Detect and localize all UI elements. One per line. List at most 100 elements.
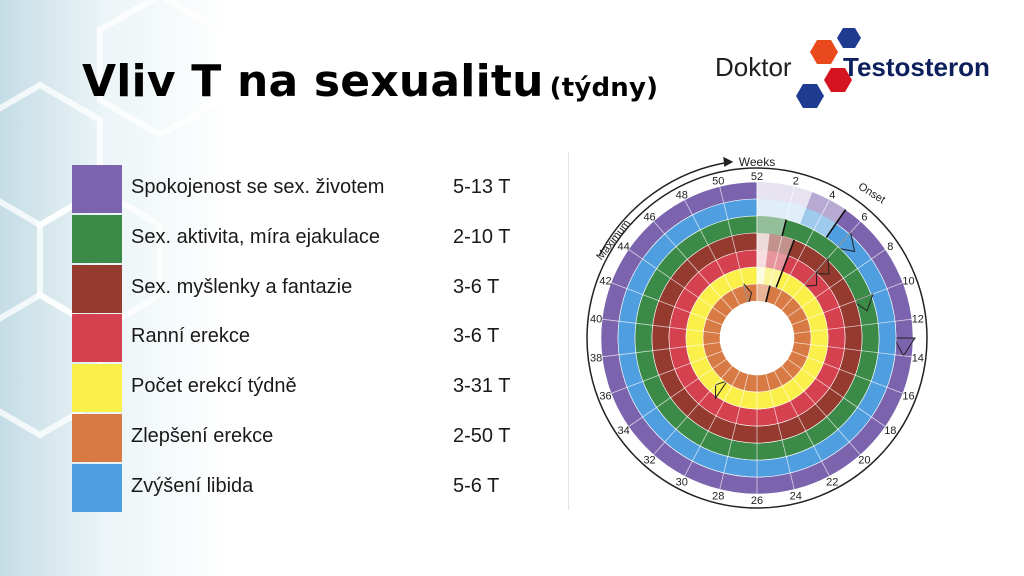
week-tick-label: 4	[829, 190, 835, 202]
week-divider	[787, 249, 886, 318]
legend-value: 5-6 T	[453, 474, 500, 497]
logo-hex-red	[824, 68, 852, 92]
inner-hole	[720, 301, 794, 375]
week-tick-label: 44	[618, 241, 630, 253]
week-tick-label: 12	[912, 313, 924, 325]
ring-onset-line	[765, 285, 771, 303]
legend-label: Sex. myšlenky a fantazie	[131, 275, 353, 298]
ring-max-marker	[893, 337, 916, 357]
legend-swatch	[72, 165, 122, 213]
logo-hex-navy-bottom	[796, 84, 824, 108]
logo-hex-orange	[810, 40, 838, 64]
legend-list: Spokojenost se sex. životem 5-13 T Sex. ak…	[72, 165, 532, 514]
week-tick-label: 6	[861, 212, 867, 224]
ring-onset-fade	[757, 216, 787, 237]
week-tick-label: 32	[643, 454, 655, 466]
week-tick-label: 14	[912, 353, 924, 365]
title-main: Vliv T na sexualitu	[82, 56, 544, 107]
legend-row: Zvýšení libida 5-6 T	[72, 463, 532, 514]
week-tick-label: 8	[887, 241, 893, 253]
week-divider	[610, 282, 723, 326]
title-suffix: (týdny)	[549, 73, 659, 103]
week-divider	[793, 318, 912, 334]
week-tick-label: 10	[902, 276, 914, 288]
maximum-arc	[598, 161, 732, 256]
ring-onset-fade	[800, 208, 836, 238]
logo-hex-navy-top	[837, 28, 861, 48]
ring-onset-line	[775, 271, 783, 288]
legend-row: Sex. aktivita, míra ejakulace 2-10 T	[72, 214, 532, 265]
week-divider	[781, 220, 861, 311]
week-tick-label: 38	[590, 353, 602, 365]
legend-swatch	[72, 463, 122, 512]
week-divider	[719, 373, 749, 490]
week-divider	[602, 318, 721, 334]
ring-onset-fade	[767, 233, 795, 256]
ring-onset-fade	[765, 250, 789, 272]
legend-value: 3-6 T	[453, 275, 500, 298]
week-tick-label: 46	[643, 212, 655, 224]
legend-row: Počet erekcí týdně 3-31 T	[72, 364, 532, 414]
week-divider	[773, 370, 830, 477]
week-tick-label: 52	[751, 171, 763, 183]
ring-onset-line	[781, 255, 789, 272]
legend-value: 5-13 T	[453, 176, 511, 198]
week-divider	[791, 282, 904, 326]
week-tick-label: 42	[599, 276, 611, 288]
week-tick-label: 50	[712, 176, 724, 188]
legend-swatch	[72, 364, 122, 413]
legend-row: Spokojenost se sex. životem 5-13 T	[72, 165, 532, 215]
week-divider	[653, 365, 733, 456]
ring-onset-line	[825, 223, 837, 239]
weeks-ring-diagram: 2468101214161820222426283032343638404244…	[586, 155, 928, 509]
legend-label: Počet erekcí týdně	[131, 375, 297, 398]
week-tick-label: 24	[790, 490, 802, 502]
outer-circle	[586, 167, 928, 509]
ring-onset-line	[835, 209, 847, 225]
week-tick-label: 34	[618, 425, 630, 437]
week-divider	[653, 220, 733, 311]
legend-row: Zlepšení erekce 2-50 T	[72, 413, 532, 464]
week-tick-label: 26	[751, 495, 763, 507]
legend-row: Sex. myšlenky a fantazie 3-6 T	[72, 264, 532, 315]
legend-label: Zvýšení libida	[131, 474, 254, 497]
week-divider	[781, 365, 861, 456]
brand-logo: Doktor Testosteron	[715, 28, 1015, 110]
divider	[568, 152, 569, 510]
legend-value: 2-10 T	[453, 225, 511, 248]
legend-swatch	[72, 314, 122, 363]
week-divider	[628, 249, 727, 318]
week-divider	[791, 350, 904, 394]
week-divider	[773, 199, 830, 306]
legend-value: 2-50 T	[453, 424, 511, 447]
legend-label: Ranní erekce	[131, 325, 250, 348]
logo-word-testosteron: Testosteron	[843, 52, 990, 82]
week-tick-label: 30	[676, 476, 688, 488]
legend-swatch	[72, 264, 122, 313]
week-divider	[787, 358, 886, 427]
week-divider	[610, 350, 723, 394]
logo-word-doktor: Doktor	[715, 52, 792, 82]
week-tick-label: 20	[858, 454, 870, 466]
week-divider	[684, 370, 741, 477]
legend-row: Ranní erekce 3-6 T	[72, 314, 532, 364]
ring-onset-fade	[806, 192, 846, 224]
week-divider	[765, 186, 795, 303]
legend-value: 3-6 T	[453, 325, 500, 348]
week-tick-label: 28	[712, 490, 724, 502]
legend-swatch	[72, 413, 122, 462]
maximum-arrowhead	[723, 156, 734, 167]
week-tick-label: 40	[590, 313, 602, 325]
week-divider	[684, 199, 741, 306]
week-tick-label: 36	[599, 390, 611, 402]
week-divider	[719, 186, 749, 303]
week-divider	[602, 342, 721, 358]
legend-label: Spokojenost se sex. životem	[131, 176, 385, 198]
week-tick-label: 2	[793, 176, 799, 188]
axis-title-weeks: Weeks	[739, 155, 775, 169]
week-divider	[793, 342, 912, 358]
week-tick-label: 16	[902, 390, 914, 402]
legend-swatch	[72, 214, 122, 263]
legend-label: Zlepšení erekce	[131, 424, 274, 447]
legend-label: Sex. aktivita, míra ejakulace	[131, 225, 380, 248]
